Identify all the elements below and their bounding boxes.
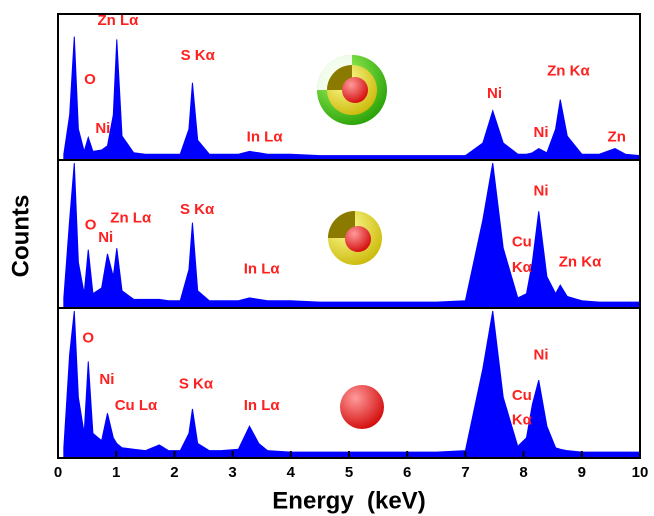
annotation: Ni	[534, 182, 549, 199]
annotation: Kα	[512, 411, 533, 428]
annotation: O	[82, 329, 94, 346]
annotation: Zn Kα	[559, 253, 602, 270]
annotation: Ni	[98, 229, 113, 246]
annotation: O	[84, 71, 96, 88]
spectrum	[64, 311, 640, 458]
x-tick-label: 10	[632, 464, 649, 481]
y-axis-label: Counts	[7, 195, 34, 278]
annotation: O	[85, 216, 97, 233]
annotation: Cu Lα	[115, 397, 158, 414]
x-tick-label: 9	[578, 464, 586, 481]
x-tick-label: 1	[112, 464, 120, 481]
x-tick-label: 6	[403, 464, 411, 481]
x-axis-label: Energy (keV)	[272, 487, 425, 514]
x-tick-label: 5	[345, 464, 353, 481]
page: Zn LαONiS KαIn LαNiZn KαNiZnOZn LαNiS Kα…	[0, 0, 654, 516]
annotation: Ni	[99, 371, 114, 388]
annotation: Kα	[512, 259, 533, 276]
annotation: S Kα	[180, 201, 215, 218]
x-tick-label: 2	[170, 464, 178, 481]
annotation: Ni	[534, 124, 549, 141]
sphere-core	[340, 385, 384, 429]
sphere-core-shell-shell	[317, 55, 387, 125]
x-tick-label: 8	[519, 464, 527, 481]
x-tick-label: 0	[54, 464, 62, 481]
annotation: Cu	[512, 233, 532, 250]
annotation: In Lα	[244, 260, 281, 277]
annotation: Zn	[608, 128, 626, 145]
annotation: Ni	[95, 120, 110, 137]
annotation: Cu	[512, 387, 532, 404]
annotation: Ni	[487, 85, 502, 102]
panel-frame	[58, 308, 640, 458]
annotation: S Kα	[181, 47, 216, 64]
annotation: In Lα	[247, 128, 284, 145]
x-tick-label: 4	[287, 464, 296, 481]
x-tick-label: 7	[461, 464, 469, 481]
annotation: S Kα	[179, 375, 214, 392]
annotation: In Lα	[244, 397, 281, 414]
annotation: Ni	[534, 347, 549, 364]
annotation: Zn Lα	[110, 209, 152, 226]
annotation: Zn Kα	[547, 63, 590, 80]
x-tick-label: 3	[228, 464, 236, 481]
chart: Zn LαONiS KαIn LαNiZn KαNiZnOZn LαNiS Kα…	[0, 0, 654, 516]
sphere-core-shell	[328, 211, 382, 265]
